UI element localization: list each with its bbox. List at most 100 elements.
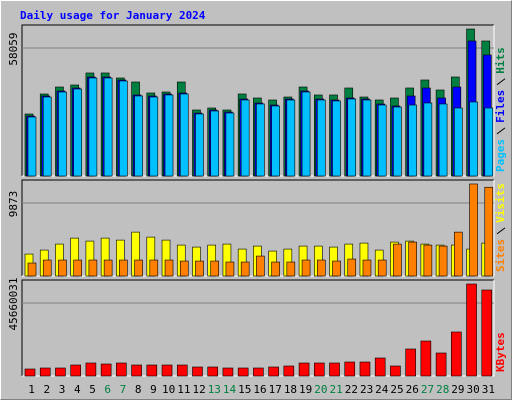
bar (256, 255, 265, 277)
bar (27, 262, 37, 277)
bar (347, 258, 357, 277)
bar (42, 96, 52, 177)
bar (179, 260, 189, 277)
legend-label: Visits (494, 183, 507, 223)
bar (195, 260, 204, 277)
chart-title: Daily usage for January 2024 (20, 9, 206, 22)
bar (240, 261, 250, 277)
x-tick-label: 2 (44, 383, 51, 396)
x-tick-label: 14 (223, 383, 237, 396)
bar (362, 259, 372, 277)
x-tick-label: 29 (451, 383, 464, 396)
x-tick-label: 30 (467, 383, 480, 396)
bar (116, 362, 127, 377)
bar (176, 364, 188, 377)
bar (164, 259, 174, 277)
bar (195, 113, 204, 177)
bar (469, 183, 478, 277)
bar (240, 99, 250, 177)
bar (484, 107, 494, 177)
x-tick-label: 25 (390, 383, 403, 396)
bar (451, 331, 462, 377)
x-tick-label: 4 (74, 383, 81, 396)
x-tick-label: 22 (345, 383, 358, 396)
bar (179, 93, 189, 177)
bar (149, 96, 159, 177)
bar (237, 367, 249, 377)
bar (454, 231, 463, 277)
bar (131, 364, 142, 377)
x-tick-label: 23 (360, 383, 373, 396)
bar (42, 259, 52, 277)
bar (149, 259, 159, 277)
bar (481, 289, 493, 377)
x-tick-label: 8 (135, 383, 142, 396)
legend-separator (496, 227, 506, 235)
bar (73, 259, 82, 277)
bar (377, 104, 387, 177)
panel-border (21, 179, 494, 276)
bar (268, 366, 279, 377)
bar (88, 259, 98, 277)
bar (222, 367, 234, 377)
x-tick-label: 9 (150, 383, 157, 396)
legend-label: Pages (494, 139, 507, 172)
bar (408, 104, 417, 177)
bar (332, 100, 341, 177)
bar (58, 259, 67, 277)
bar (405, 348, 416, 377)
bar (359, 361, 371, 377)
bar (301, 259, 311, 277)
bar (39, 367, 51, 377)
bar (164, 94, 174, 177)
bar (301, 91, 311, 177)
panel-border (21, 24, 494, 176)
legend-separator (496, 78, 506, 86)
x-tick-label: 27 (421, 383, 434, 396)
x-tick-label: 21 (330, 383, 343, 396)
bar (207, 366, 219, 377)
bar (103, 77, 113, 177)
bar (332, 260, 341, 277)
x-tick-label: 7 (120, 383, 127, 396)
bar (88, 77, 98, 177)
bar (469, 101, 478, 177)
y-tick-label: 9873 (7, 191, 20, 218)
y-tick-label: 45660031 (7, 278, 20, 331)
bar (438, 245, 448, 277)
bar (225, 112, 235, 177)
bar (24, 368, 36, 377)
bar (313, 362, 325, 377)
x-tick-label: 13 (208, 383, 221, 396)
legend-label: Hits (494, 47, 507, 74)
bar (119, 80, 128, 177)
legend-label: Files (494, 90, 507, 123)
x-tick-label: 12 (192, 383, 205, 396)
bar (454, 107, 463, 177)
x-tick-label: 16 (253, 383, 266, 396)
bar (283, 365, 295, 377)
bar (58, 91, 67, 177)
bar (55, 367, 66, 377)
bar (210, 260, 220, 277)
bar (420, 340, 432, 377)
bar (70, 364, 81, 377)
panel-border (21, 279, 494, 376)
bar (390, 365, 401, 377)
bar (225, 261, 235, 277)
bar (377, 259, 387, 277)
legend-label: Sites (494, 239, 507, 272)
bar (423, 244, 433, 277)
bar (344, 361, 356, 377)
bar (286, 99, 296, 177)
bar (146, 364, 158, 377)
x-tick-label: 6 (104, 383, 111, 396)
bar (329, 362, 340, 377)
bar (253, 367, 264, 377)
legend-separator (496, 127, 506, 135)
bar (286, 261, 296, 277)
bar (161, 364, 173, 377)
x-tick-label: 15 (238, 383, 251, 396)
